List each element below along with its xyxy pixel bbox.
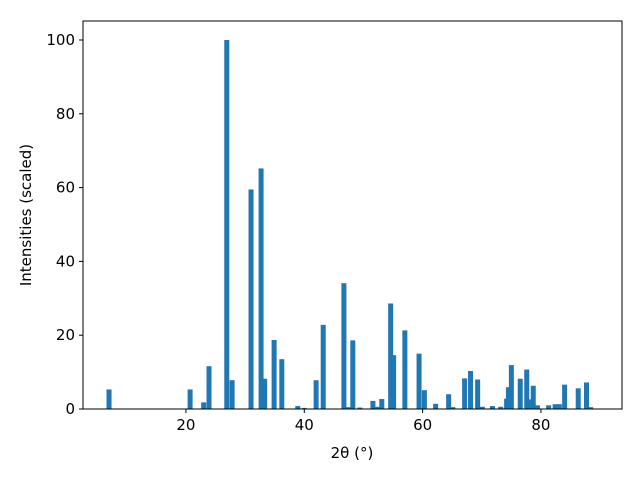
bar bbox=[271, 339, 277, 409]
bar bbox=[258, 168, 264, 409]
x-tick-label: 80 bbox=[531, 416, 550, 434]
bar bbox=[527, 399, 533, 409]
bar bbox=[391, 355, 397, 409]
bar bbox=[530, 385, 536, 409]
bar bbox=[341, 283, 347, 409]
bar bbox=[588, 407, 594, 409]
bar bbox=[552, 404, 558, 409]
bar bbox=[475, 379, 481, 409]
bar bbox=[379, 399, 385, 409]
bar bbox=[388, 303, 394, 409]
bar bbox=[345, 407, 351, 409]
bar bbox=[416, 353, 422, 409]
bar bbox=[224, 40, 230, 410]
bar bbox=[462, 378, 468, 409]
bar bbox=[350, 340, 356, 409]
bar bbox=[505, 387, 511, 409]
bar bbox=[106, 389, 112, 409]
x-axis-label: 2θ (°) bbox=[331, 444, 374, 462]
bar bbox=[575, 388, 581, 409]
bar bbox=[562, 384, 568, 409]
bar bbox=[433, 403, 439, 409]
bar bbox=[375, 406, 381, 409]
x-tick-label: 20 bbox=[176, 416, 195, 434]
bar bbox=[229, 380, 235, 409]
bar bbox=[357, 407, 363, 409]
bar bbox=[508, 365, 514, 409]
bar bbox=[556, 404, 562, 409]
bar bbox=[468, 370, 474, 409]
bar bbox=[206, 366, 212, 409]
y-tick-label: 20 bbox=[56, 326, 75, 344]
x-tick-label: 60 bbox=[413, 416, 432, 434]
y-tick-label: 40 bbox=[56, 252, 75, 270]
bar bbox=[370, 400, 376, 409]
bar bbox=[479, 406, 485, 409]
x-tick-label: 40 bbox=[295, 416, 314, 434]
bar bbox=[201, 402, 207, 409]
bar bbox=[187, 389, 193, 409]
bar bbox=[248, 189, 254, 409]
y-tick-label: 100 bbox=[46, 31, 75, 49]
bar bbox=[498, 406, 504, 409]
y-tick-label: 80 bbox=[56, 105, 75, 123]
plot-frame bbox=[82, 20, 623, 410]
bar bbox=[320, 324, 326, 409]
bar bbox=[584, 382, 590, 409]
y-axis-label: Intensities (scaled) bbox=[17, 144, 35, 286]
bar bbox=[279, 359, 285, 409]
bar bbox=[262, 378, 268, 409]
bar bbox=[524, 369, 530, 409]
bar bbox=[489, 406, 495, 409]
bar bbox=[450, 407, 456, 409]
bar bbox=[402, 330, 408, 409]
bar bbox=[295, 406, 301, 409]
bar bbox=[534, 405, 540, 409]
bar bbox=[421, 390, 427, 409]
y-tick-label: 0 bbox=[65, 400, 75, 418]
bar bbox=[301, 407, 307, 409]
bar bbox=[517, 378, 523, 409]
y-tick-label: 60 bbox=[56, 179, 75, 197]
bar bbox=[446, 394, 452, 409]
bar bbox=[313, 380, 319, 409]
bar bbox=[546, 405, 552, 409]
